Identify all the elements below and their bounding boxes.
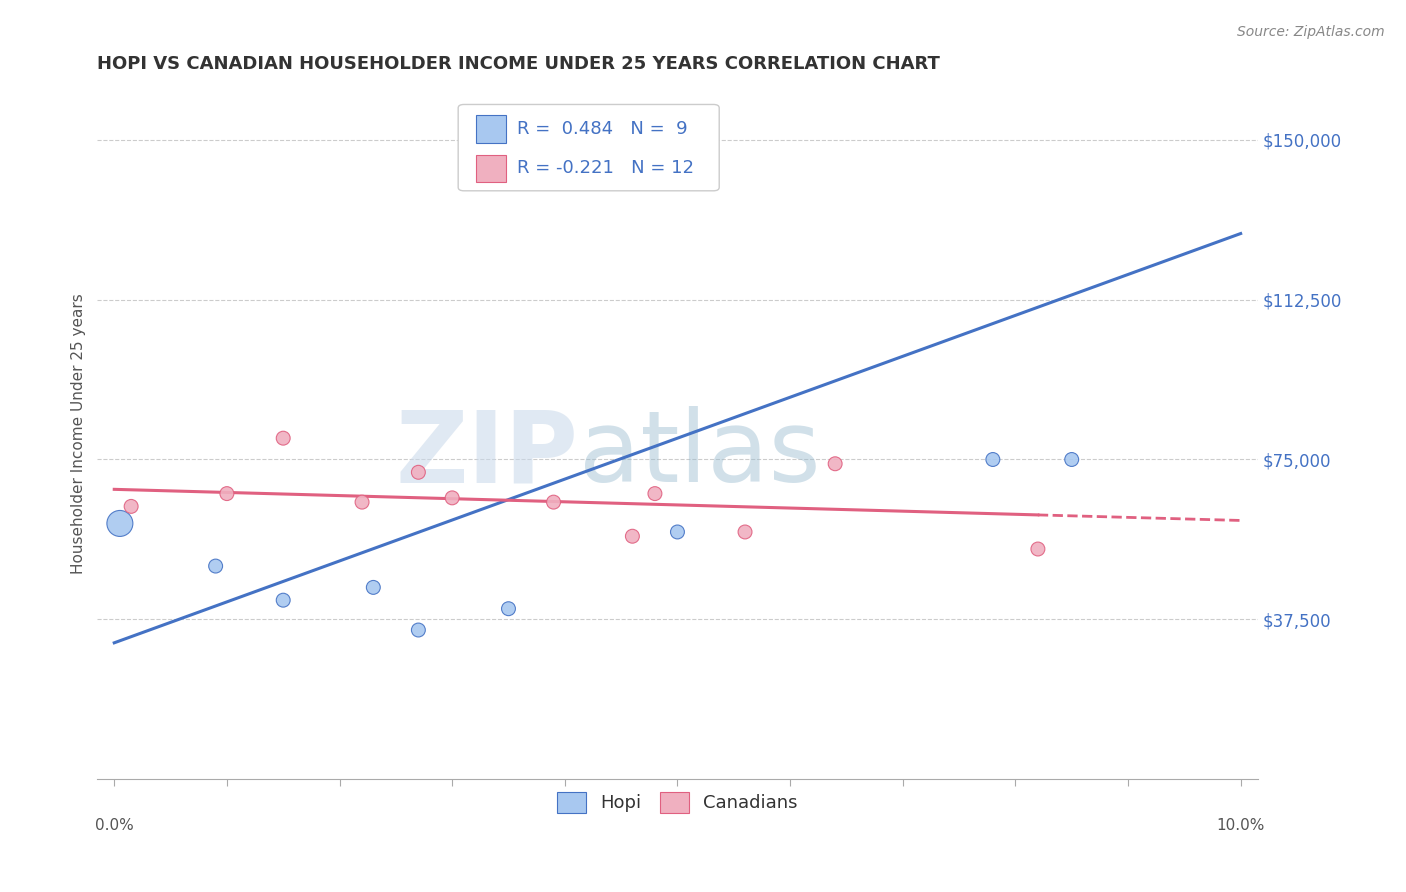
Point: [271, 593, 294, 607]
Point: [204, 559, 226, 574]
Point: [824, 457, 846, 471]
FancyBboxPatch shape: [475, 115, 506, 143]
Text: Source: ZipAtlas.com: Source: ZipAtlas.com: [1237, 25, 1385, 39]
Text: 10.0%: 10.0%: [1216, 818, 1265, 832]
Point: [271, 431, 294, 445]
FancyBboxPatch shape: [475, 154, 506, 182]
Text: atlas: atlas: [579, 406, 821, 503]
Point: [108, 516, 131, 531]
Point: [408, 465, 430, 479]
Legend: Hopi, Canadians: Hopi, Canadians: [550, 785, 804, 820]
FancyBboxPatch shape: [458, 104, 720, 191]
Point: [498, 601, 520, 615]
Point: [352, 495, 374, 509]
Y-axis label: Householder Income Under 25 years: Householder Income Under 25 years: [72, 293, 86, 574]
Text: HOPI VS CANADIAN HOUSEHOLDER INCOME UNDER 25 YEARS CORRELATION CHART: HOPI VS CANADIAN HOUSEHOLDER INCOME UNDE…: [97, 55, 941, 73]
Point: [1026, 541, 1049, 556]
Point: [621, 529, 644, 543]
Point: [441, 491, 464, 505]
Point: [666, 524, 689, 539]
Point: [408, 623, 430, 637]
Point: [363, 581, 385, 595]
Point: [734, 524, 756, 539]
Point: [120, 500, 142, 514]
Text: 0.0%: 0.0%: [94, 818, 134, 832]
Point: [543, 495, 565, 509]
Text: ZIP: ZIP: [396, 406, 579, 503]
Text: R = -0.221   N = 12: R = -0.221 N = 12: [517, 160, 695, 178]
Point: [644, 486, 666, 500]
Point: [215, 486, 238, 500]
Point: [981, 452, 1004, 467]
Text: R =  0.484   N =  9: R = 0.484 N = 9: [517, 120, 688, 137]
Point: [1060, 452, 1083, 467]
